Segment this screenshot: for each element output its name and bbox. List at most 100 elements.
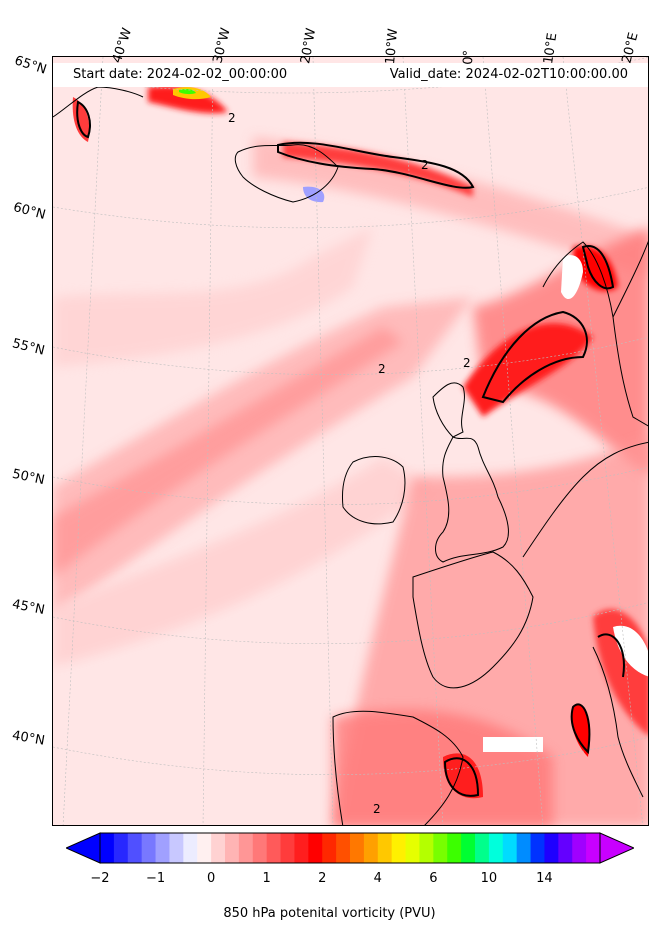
coast-continent [522, 441, 648, 558]
colorbar-tick-label: 1 [262, 871, 271, 886]
colorbar-cell [377, 833, 393, 863]
pv-greenland-tip [148, 85, 228, 114]
colorbar-cell [502, 833, 518, 863]
colorbar-cell [544, 833, 559, 863]
contour-label-2: 2 [463, 356, 471, 370]
colorbar-cell [419, 833, 434, 863]
coast-britain [435, 436, 509, 563]
pv-white-spain [483, 737, 543, 752]
coast-iberia [332, 710, 464, 825]
colorbar-cell [447, 833, 462, 863]
coast-iceland [234, 144, 339, 203]
pv-band-southwest [53, 297, 473, 617]
colorbar-cell [197, 833, 212, 863]
colorbar-tick-label: 4 [373, 871, 382, 886]
coast-france [412, 551, 534, 689]
colorbar-cell [488, 833, 504, 863]
lat-label-45n: 45°N [10, 597, 46, 618]
colorbar-cell [461, 833, 476, 863]
contour-norway [581, 245, 615, 290]
colorbar-tick-label: 6 [429, 871, 438, 886]
lon-label-10w: 10°W [383, 27, 402, 65]
coast-scotland [432, 382, 465, 438]
colorbar-cell [113, 833, 129, 863]
contour-label-5: 2 [373, 802, 381, 816]
colorbar-cell [322, 833, 337, 863]
lat-label-50n: 50°N [10, 466, 46, 489]
pv-scandi-mtn [573, 245, 618, 291]
lat-label-40n: 40°N [10, 728, 46, 749]
colorbar [66, 832, 634, 864]
lon-label-0: 0° [461, 49, 477, 65]
pv2-contours [76, 100, 625, 797]
pv-band-central [53, 227, 373, 367]
colorbar-cell [530, 833, 545, 863]
colorbar-tick-label: 0 [206, 871, 216, 886]
colorbar-cell [586, 833, 601, 863]
colorbar-cell [127, 833, 143, 863]
pv-italy [571, 704, 590, 757]
contour-greenland [76, 100, 91, 139]
colorbar-cell [572, 833, 587, 863]
pv-band-southwest-core [53, 327, 403, 577]
colorbar-cell [280, 833, 295, 863]
pv-map: 2 2 2 2 2 [53, 57, 648, 825]
colorbar-cell [558, 833, 573, 863]
contour-corsica [443, 757, 480, 797]
colorbar-cell [433, 833, 448, 863]
colorbar-cell [350, 833, 365, 863]
lat-label-55n: 55°N [10, 336, 47, 359]
colorbar-outline [99, 832, 601, 864]
colorbar-extend-min [66, 832, 101, 864]
contour-north-sea [481, 310, 588, 404]
pv-north-band [253, 137, 648, 277]
coast-norway [542, 241, 648, 427]
contour-balkan [597, 633, 625, 678]
colorbar-cell [155, 833, 170, 863]
map-panel: 2 2 2 2 2 [52, 56, 649, 826]
colorbar-cell [391, 833, 407, 863]
pv-band-south [53, 457, 433, 667]
lat-label-65n: 65°N [12, 53, 49, 78]
colorbar-cell [308, 833, 323, 863]
info-bar: Start date: 2024-02-02_00:00:00 Valid_da… [53, 63, 648, 87]
colorbar-cell [363, 833, 379, 863]
colorbar-cell [516, 833, 532, 863]
coastlines [53, 86, 648, 825]
pv-north-sea-core [463, 323, 593, 417]
colorbar-tick-label: −1 [145, 871, 166, 886]
colorbar-tick-label: 10 [480, 871, 498, 886]
colorbar-cell [405, 833, 420, 863]
pv-white-alps [613, 625, 648, 677]
start-date-label: Start date: 2024-02-02_00:00:00 [73, 67, 288, 82]
contour-label-1: 2 [421, 158, 429, 172]
colorbar-cell [294, 833, 309, 863]
colorbar-cell [252, 833, 268, 863]
colorbar-cell [266, 833, 282, 863]
valid-date-label: Valid_date: 2024-02-02T10:00:00.00 [389, 67, 628, 82]
colorbar-cell [475, 833, 490, 863]
contour-label-4: 2 [378, 362, 386, 376]
colorbar-cell [336, 833, 351, 863]
colorbar-cell [141, 833, 157, 863]
colorbar-tick-label: 14 [536, 871, 553, 886]
pv-shading [53, 85, 648, 825]
contour-labels: 2 2 2 2 2 [228, 111, 471, 816]
colorbar-cell [211, 833, 226, 863]
colorbar-cell [225, 833, 240, 863]
colorbar-tick-label: 2 [318, 871, 327, 886]
colorbar-title: 850 hPa potenital vorticity (PVU) [223, 906, 436, 921]
lat-label-60n: 60°N [11, 200, 48, 223]
pv-white-norway [561, 255, 583, 300]
colorbar-cell [169, 833, 184, 863]
coast-greenland [53, 86, 144, 118]
colorbar-cell [183, 833, 198, 863]
pv-greenland-green [179, 89, 196, 95]
coast-sweden [612, 240, 648, 318]
colorbar-cell [100, 833, 115, 863]
contour-label-3: 2 [228, 111, 236, 125]
contour-italy [570, 703, 591, 755]
contour-iceland-east [277, 141, 475, 189]
colorbar-cell [238, 833, 254, 863]
colorbar-extend-max [599, 832, 634, 864]
